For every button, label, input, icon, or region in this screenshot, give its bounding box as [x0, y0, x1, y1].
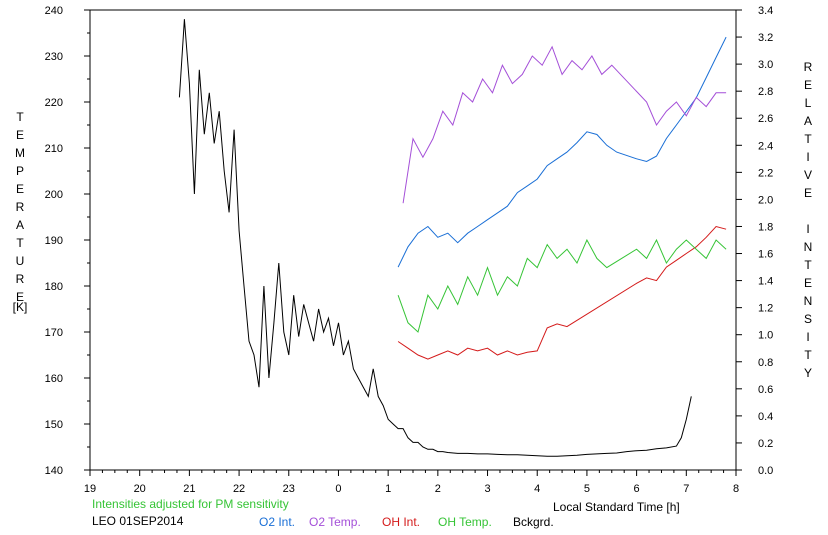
left-axis-label: T E M P E R A T U R E	[15, 110, 25, 304]
series-line-o2-int	[397, 36, 727, 268]
left-y-tick-label: 180	[45, 281, 63, 293]
right-y-tick-label: 2.2	[758, 167, 773, 179]
x-tick-label: 8	[733, 483, 739, 495]
right-y-tick-label: 1.6	[758, 249, 773, 261]
right-y-tick-label: 3.4	[758, 5, 773, 17]
x-axis-title: Local Standard Time [h]	[553, 500, 680, 514]
left-y-tick-label: 230	[45, 51, 63, 63]
left-y-tick-label: 170	[45, 327, 63, 339]
legend-bckgrd: Bckgrd.	[513, 515, 554, 529]
right-y-axis: 0.0 0.2 0.4 0.6 0.8 1.0 1.2 1.4 1.6 1.8 2.0 2.2 2.4 2…	[736, 5, 773, 477]
right-y-tick-label: 1.4	[758, 276, 773, 288]
legend-o2-temp: O2 Temp.	[309, 515, 361, 529]
x-tick-label: 3	[484, 483, 490, 495]
left-y-tick-label: 190	[45, 235, 63, 247]
left-y-tick-label: 150	[45, 419, 63, 431]
series-line-oh-temp	[397, 238, 727, 333]
right-y-tick-label: 2.6	[758, 113, 773, 125]
x-tick-label: 21	[183, 483, 195, 495]
x-tick-label: 4	[534, 483, 540, 495]
right-y-tick-label: 0.8	[758, 357, 773, 369]
left-y-tick-label: 200	[45, 189, 63, 201]
x-tick-label: 19	[84, 483, 96, 495]
left-y-tick-label: 220	[45, 97, 63, 109]
left-y-tick-label: 140	[45, 465, 63, 477]
series-line-bckgrd	[178, 19, 692, 457]
right-y-tick-label: 0.4	[758, 411, 773, 423]
x-tick-label: 2	[435, 483, 441, 495]
right-y-tick-label: 3.0	[758, 59, 773, 71]
right-y-tick-label: 3.2	[758, 32, 773, 44]
x-tick-label: 22	[233, 483, 245, 495]
station-date: LEO 01SEP2014	[92, 514, 184, 528]
left-y-tick-label: 160	[45, 373, 63, 385]
right-y-tick-label: 1.8	[758, 221, 773, 233]
pm-sensitivity-note: Intensities adjusted for PM sensitivity	[92, 497, 289, 511]
left-y-tick-label: 240	[45, 5, 63, 17]
series-line-oh-int	[397, 225, 727, 360]
series-line-o2-temp	[402, 45, 727, 204]
right-y-tick-label: 2.4	[758, 140, 773, 152]
x-tick-label: 5	[584, 483, 590, 495]
x-tick-label: 1	[385, 483, 391, 495]
x-tick-label: 23	[283, 483, 295, 495]
x-tick-label: 20	[134, 483, 146, 495]
legend-oh-temp: OH Temp.	[438, 515, 492, 529]
x-tick-label: 7	[683, 483, 689, 495]
right-axis-label: R E L A T I V E I N T E N S I T Y	[803, 60, 813, 380]
right-y-tick-label: 0.0	[758, 465, 773, 477]
left-axis-unit: [K]	[12, 300, 28, 314]
series-layer	[178, 19, 727, 457]
x-tick-label: 6	[634, 483, 640, 495]
legend-o2-int: O2 Int.	[259, 515, 296, 529]
left-y-axis: 140 150 160 170 180 190 200 210 220 230 240	[45, 5, 90, 477]
x-axis: 19 20 21 22 23 0 1 2 3 4 5 6 7 8	[84, 470, 739, 495]
x-tick-label: 0	[335, 483, 341, 495]
right-y-tick-label: 2.0	[758, 194, 773, 206]
right-y-tick-label: 1.2	[758, 303, 773, 315]
right-y-tick-label: 2.8	[758, 86, 773, 98]
right-y-tick-label: 1.0	[758, 330, 773, 342]
legend-oh-int: OH Int.	[382, 515, 421, 529]
left-y-tick-label: 210	[45, 143, 63, 155]
right-y-tick-label: 0.6	[758, 384, 773, 396]
right-y-tick-label: 0.2	[758, 438, 773, 450]
